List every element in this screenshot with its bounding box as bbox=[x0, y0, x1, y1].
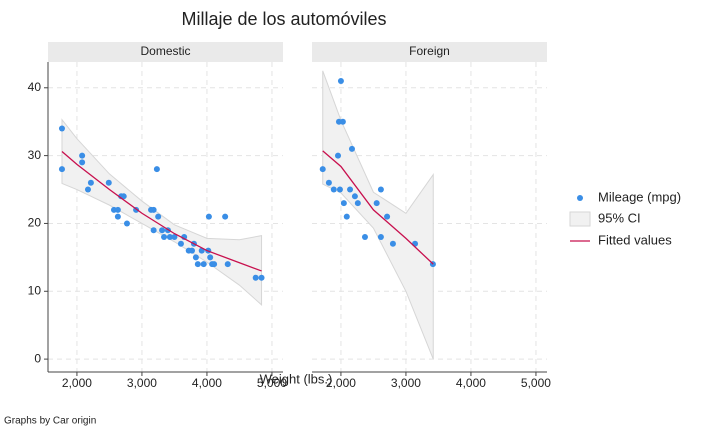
point bbox=[412, 240, 419, 247]
x-tick-label: 2,000 bbox=[62, 376, 92, 390]
point bbox=[340, 200, 347, 207]
legend-label: 95% CI bbox=[598, 210, 641, 225]
point bbox=[150, 206, 157, 213]
point bbox=[377, 186, 384, 193]
point bbox=[171, 234, 178, 241]
point bbox=[361, 234, 368, 241]
point bbox=[339, 118, 346, 125]
point bbox=[159, 227, 166, 234]
panel-background bbox=[48, 62, 283, 372]
x-tick-label: 5,000 bbox=[521, 376, 551, 390]
point bbox=[120, 193, 127, 200]
chart-title: Millaje de los automóviles bbox=[181, 9, 386, 29]
y-tick-label: 30 bbox=[28, 148, 42, 162]
point bbox=[336, 186, 343, 193]
x-tick-label: 3,000 bbox=[391, 376, 421, 390]
point bbox=[150, 227, 157, 234]
point bbox=[325, 179, 332, 186]
point bbox=[192, 254, 199, 261]
point bbox=[348, 145, 355, 152]
y-tick-label: 40 bbox=[28, 80, 42, 94]
point bbox=[258, 274, 265, 281]
point bbox=[384, 213, 391, 220]
point bbox=[211, 261, 218, 268]
point bbox=[161, 234, 168, 241]
legend-swatch bbox=[569, 211, 591, 227]
x-tick-label: 5,000 bbox=[257, 376, 287, 390]
point bbox=[58, 166, 65, 173]
point bbox=[373, 200, 380, 207]
legend-label: Mileage (mpg) bbox=[598, 189, 681, 204]
point bbox=[347, 186, 354, 193]
note: Graphs by Car origin bbox=[4, 416, 96, 427]
point bbox=[389, 240, 396, 247]
fit-line bbox=[61, 151, 262, 272]
point bbox=[114, 213, 121, 220]
panel-title: Domestic bbox=[140, 44, 190, 58]
point bbox=[200, 261, 207, 268]
point bbox=[194, 261, 201, 268]
point bbox=[354, 200, 361, 207]
point bbox=[84, 186, 91, 193]
point bbox=[177, 240, 184, 247]
point bbox=[58, 125, 65, 132]
fit-line bbox=[322, 150, 434, 265]
x-tick-label: 4,000 bbox=[456, 376, 486, 390]
y-tick-label: 20 bbox=[28, 216, 42, 230]
panel-header bbox=[48, 42, 283, 62]
x-tick-label: 4,000 bbox=[192, 376, 222, 390]
point bbox=[377, 234, 384, 241]
point bbox=[224, 261, 231, 268]
point bbox=[330, 186, 337, 193]
x-axis-label: Weight (lbs.) bbox=[260, 371, 333, 386]
point bbox=[351, 193, 358, 200]
point bbox=[123, 220, 130, 227]
point bbox=[79, 152, 86, 159]
point bbox=[188, 247, 195, 254]
point bbox=[87, 179, 94, 186]
point bbox=[222, 213, 229, 220]
panel-title: Foreign bbox=[409, 44, 450, 58]
point bbox=[153, 166, 160, 173]
point bbox=[105, 179, 112, 186]
point bbox=[166, 234, 173, 241]
point bbox=[337, 77, 344, 84]
point bbox=[155, 213, 162, 220]
point bbox=[319, 166, 326, 173]
y-tick-label: 0 bbox=[34, 351, 41, 365]
point bbox=[205, 213, 212, 220]
point bbox=[79, 159, 86, 166]
legend-marker bbox=[577, 195, 583, 201]
y-tick-label: 10 bbox=[28, 283, 42, 297]
point bbox=[114, 206, 121, 213]
panel-header bbox=[312, 42, 547, 62]
x-tick-label: 2,000 bbox=[326, 376, 356, 390]
x-tick-label: 3,000 bbox=[127, 376, 157, 390]
point bbox=[343, 213, 350, 220]
legend-label: Fitted values bbox=[598, 232, 672, 247]
point bbox=[335, 152, 342, 159]
point bbox=[207, 254, 214, 261]
point bbox=[252, 274, 259, 281]
